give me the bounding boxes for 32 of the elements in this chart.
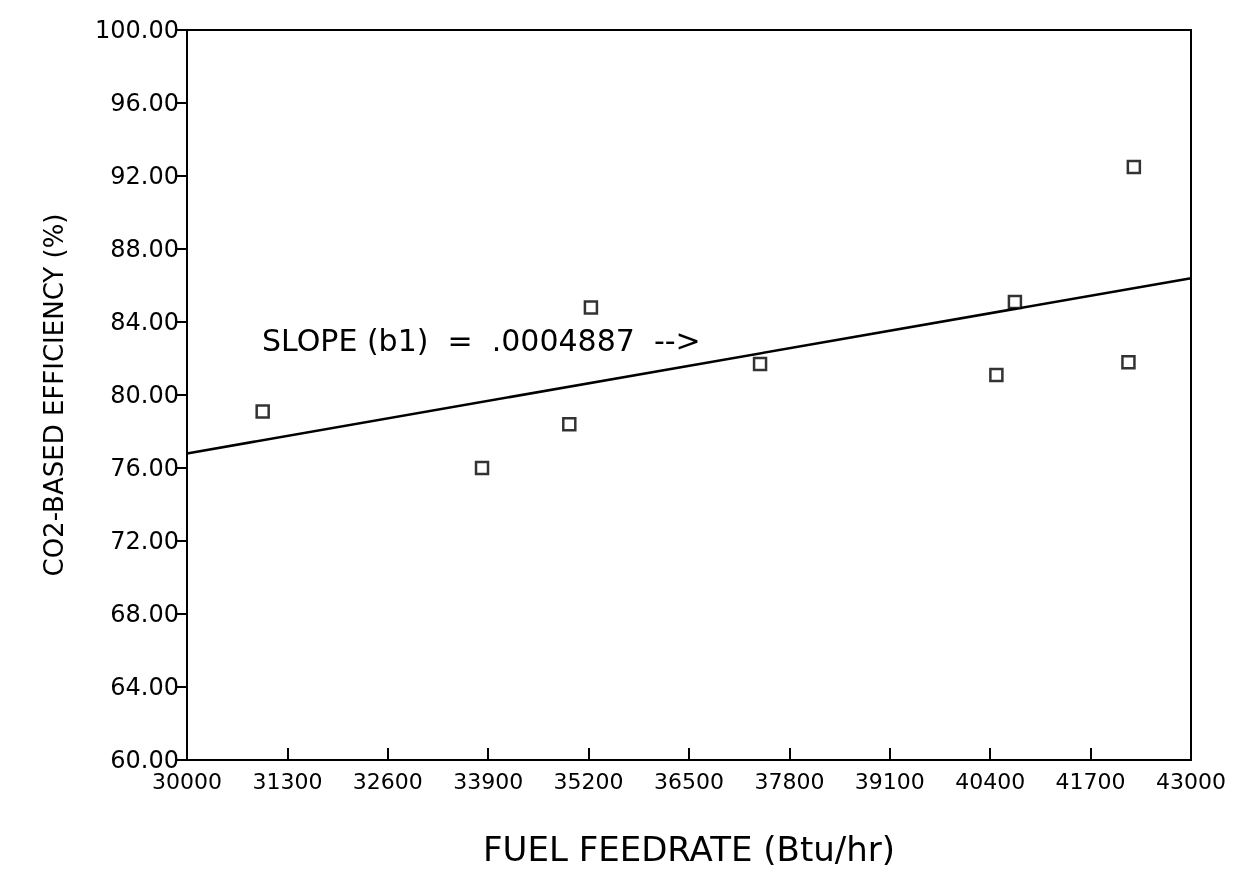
y-tick-label: 84.00 [110, 308, 179, 336]
y-tick-label: 76.00 [110, 454, 179, 482]
x-tick-label: 33900 [453, 768, 524, 794]
x-tick-label: 37800 [754, 768, 825, 794]
x-tick-label: 39100 [854, 768, 925, 794]
point [989, 367, 1004, 383]
y-tick-label: 96.00 [110, 89, 179, 117]
x-tick-label: 43000 [1156, 768, 1226, 794]
x-axis-title: FUEL FEEDRATE (Btu/hr) [482, 829, 896, 869]
annotation: SLOPE (b1) = .0004887 --> [262, 322, 701, 358]
y-axis-title: CO2-BASED EFFICIENCY (%) [39, 213, 69, 577]
point [1121, 354, 1136, 370]
y-tick-label: 92.00 [110, 162, 179, 190]
x-tick-label: 35200 [553, 768, 624, 794]
y-tick-label: 64.00 [110, 673, 179, 701]
x-tick-label: 41700 [1055, 768, 1126, 794]
y-tick-label: 88.00 [110, 235, 179, 263]
y-tick-label: 68.00 [110, 600, 179, 628]
point [474, 460, 490, 476]
point [1007, 294, 1023, 310]
y-tick-label: 72.00 [110, 527, 179, 555]
y-tick-label: 80.00 [110, 381, 179, 409]
point [752, 356, 768, 372]
point [562, 416, 577, 432]
point [583, 300, 599, 315]
x-tick-label: 32600 [352, 768, 423, 794]
x-tick-label: 36500 [654, 768, 724, 794]
y-tick-label: 100.00 [95, 16, 179, 44]
point [255, 404, 270, 419]
point [1126, 159, 1142, 175]
x-tick-label: 31300 [252, 768, 323, 794]
x-tick-label: 40400 [955, 768, 1026, 794]
